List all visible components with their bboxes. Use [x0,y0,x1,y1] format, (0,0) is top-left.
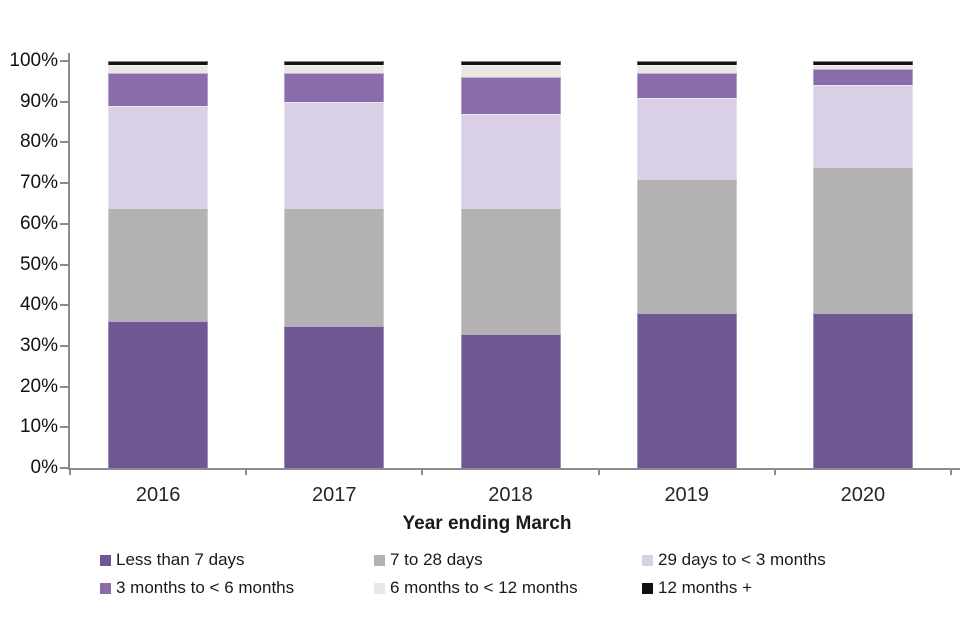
y-tick-mark [60,344,68,347]
legend-swatch-12-months [642,582,653,594]
x-tick-mark [597,468,600,475]
x-tick-mark [950,468,952,475]
bar-segment-2018-7-to-28-days [460,207,561,334]
x-category-label-2018: 2018 [488,484,533,506]
y-tick-mark [60,141,68,144]
y-tick-label: 60% [19,212,58,234]
bar-segment-2018-less-than-7-days [460,333,561,468]
legend-label-29-days-to-3-months: 29 days to < 3 months [658,550,826,569]
bar-2019 [636,61,737,468]
bar-2016 [108,61,209,468]
legend-item-7-to-28-days: 7 to 28 days [374,551,483,569]
legend-item-29-days-to-3-months: 29 days to < 3 months [642,551,826,569]
bar-segment-2018-3-months-to-6-months [460,77,561,114]
legend-swatch-3-months-to-6-months [100,582,111,594]
y-tick-mark [60,222,68,225]
bar-2020 [812,61,913,468]
bar-segment-2019-29-days-to-3-months [636,97,737,180]
y-tick-mark [60,385,68,388]
plot-area [70,61,951,468]
bar-segment-2017-7-to-28-days [284,207,385,326]
bar-segment-2016-7-to-28-days [108,207,209,322]
y-tick-mark [60,467,68,469]
bar-segment-2019-3-months-to-6-months [636,73,737,98]
y-tick-label: 10% [19,416,58,438]
y-tick-label: 70% [19,172,58,194]
legend-swatch-less-than-7-days [100,554,111,566]
x-axis-title: Year ending March [402,513,572,534]
bar-segment-2017-less-than-7-days [284,325,385,468]
x-category-label-2016: 2016 [135,484,181,506]
legend-label-3-months-to-6-months: 3 months to < 6 months [116,578,295,597]
x-tick-mark [245,468,248,475]
bar-segment-2016-29-days-to-3-months [108,105,209,208]
legend-item-less-than-7-days: Less than 7 days [100,551,245,569]
y-tick-label: 30% [19,334,58,356]
legend-item-6-months-to-12-months: 6 months to < 12 months [374,579,578,597]
legend-swatch-7-to-28-days [374,554,385,566]
y-tick-mark [60,304,68,307]
bar-segment-2017-29-days-to-3-months [284,101,385,208]
y-tick-mark [60,60,68,62]
bar-segment-2016-6-months-to-12-months [108,65,209,74]
x-category-label-2017: 2017 [312,484,357,506]
bar-segment-2020-29-days-to-3-months [812,85,913,167]
bar-segment-2018-12-months [460,61,561,66]
y-tick-mark [60,182,68,185]
y-tick-label: 50% [19,253,58,275]
legend-label-12-months: 12 months + [658,578,753,597]
legend-swatch-6-months-to-12-months [374,582,385,594]
y-tick-mark [60,263,68,266]
x-category-label-2019: 2019 [664,484,709,506]
legend-label-less-than-7-days: Less than 7 days [116,550,245,569]
bar-segment-2020-3-months-to-6-months [812,69,913,86]
bar-segment-2016-less-than-7-days [108,321,209,468]
y-tick-label: 90% [19,90,58,112]
bar-segment-2016-12-months [108,61,209,66]
x-category-label-2020: 2020 [840,484,886,506]
bar-segment-2019-7-to-28-days [636,179,737,314]
y-tick-mark [60,100,68,103]
y-tick-label: 40% [19,294,58,316]
bar-segment-2020-7-to-28-days [812,166,913,314]
bar-segment-2016-3-months-to-6-months [108,73,209,106]
y-tick-mark [60,426,68,429]
y-axis-line [68,53,70,470]
bar-segment-2017-3-months-to-6-months [284,73,385,102]
bar-2018 [460,61,561,468]
legend-item-12-months: 12 months + [642,579,752,597]
x-tick-mark [69,468,71,475]
legend-label-7-to-28-days: 7 to 28 days [390,550,483,569]
bar-segment-2019-12-months [636,61,737,66]
bar-segment-2020-less-than-7-days [812,313,913,468]
legend-swatch-29-days-to-3-months [642,554,653,566]
legend-label-6-months-to-12-months: 6 months to < 12 months [390,578,578,597]
bar-segment-2017-6-months-to-12-months [284,65,385,74]
legend-item-3-months-to-6-months: 3 months to < 6 months [100,579,294,597]
bar-segment-2018-6-months-to-12-months [460,65,561,78]
y-tick-label: 0% [30,457,58,478]
bar-segment-2020-6-months-to-12-months [812,65,913,70]
bar-segment-2017-12-months [284,61,385,66]
bar-segment-2020-12-months [812,61,913,66]
x-tick-mark [421,468,424,475]
y-tick-label: 100% [9,50,58,71]
bar-segment-2019-less-than-7-days [636,313,737,468]
bar-2017 [284,61,385,468]
bar-segment-2019-6-months-to-12-months [636,65,737,74]
x-axis-line [68,468,960,470]
y-tick-label: 80% [19,131,58,153]
y-tick-label: 20% [19,375,58,397]
x-tick-mark [773,468,776,475]
bar-segment-2018-29-days-to-3-months [460,113,561,208]
